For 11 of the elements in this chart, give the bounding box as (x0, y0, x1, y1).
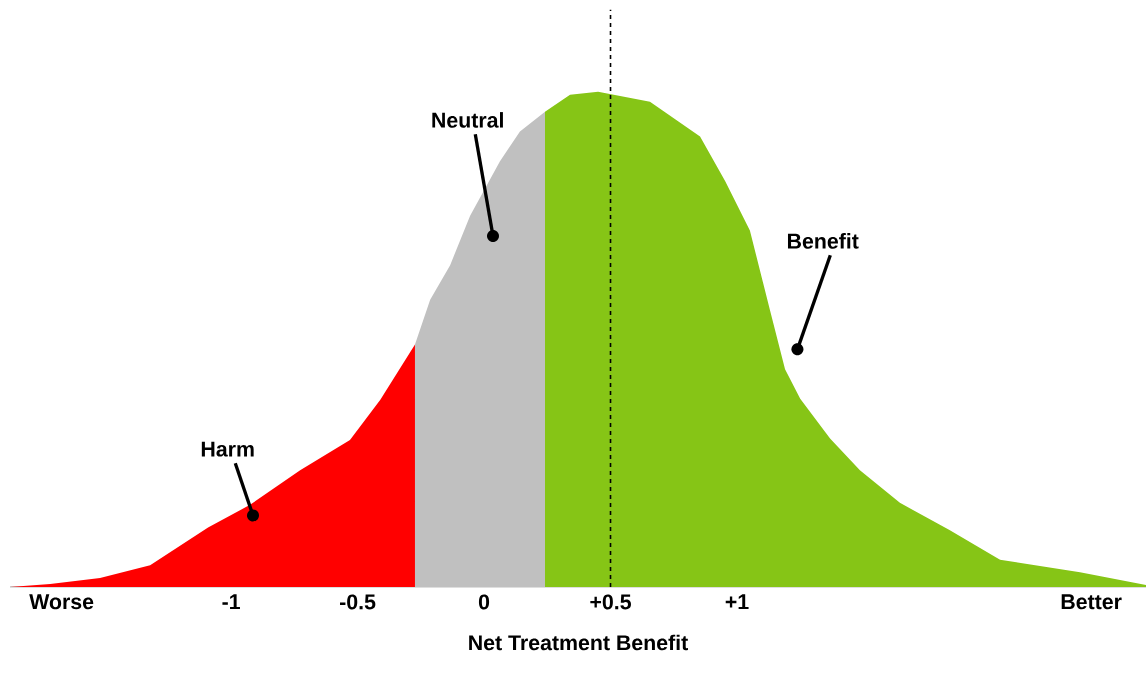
x-tick-label: Better (1061, 594, 1122, 610)
x-tick-label: -0.5 (340, 594, 376, 610)
x-tick-label: 0 (478, 594, 490, 610)
x-tick-label: +0.5 (590, 594, 631, 610)
series-label: Harm (201, 441, 254, 457)
x-tick-label: -1 (222, 594, 240, 610)
series-label: Neutral (432, 112, 503, 128)
x-tick-label: +1 (725, 594, 749, 610)
x-axis-title: Net Treatment Benefit (469, 634, 688, 651)
x-tick-label: Worse (29, 594, 94, 610)
series-label: Benefit (787, 233, 859, 249)
